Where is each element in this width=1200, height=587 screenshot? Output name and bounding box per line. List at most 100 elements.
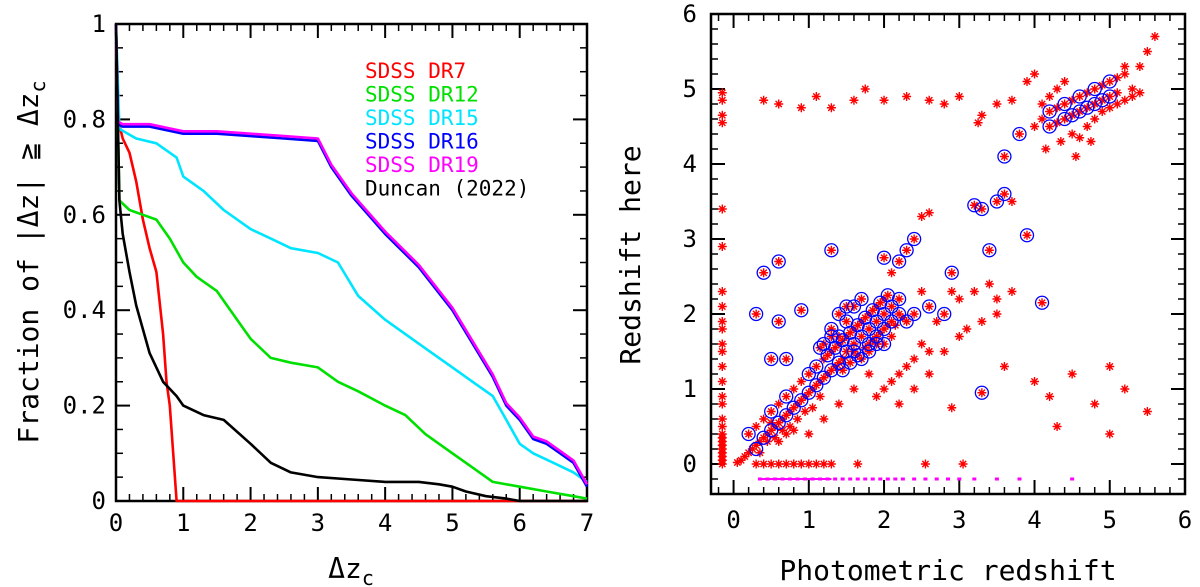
- data-point: [1105, 103, 1115, 113]
- data-point: [800, 392, 810, 401]
- data-point: [872, 332, 882, 341]
- legend-entry: SDSS DR15: [365, 106, 479, 130]
- data-point: [1060, 77, 1070, 86]
- data-point: [838, 365, 848, 375]
- y-tick-label: 0.8: [63, 105, 106, 133]
- data-point: [766, 354, 776, 364]
- data-point: [1090, 399, 1100, 409]
- data-point: [879, 324, 889, 334]
- circle-marker: [748, 306, 764, 322]
- circle-marker: [1042, 104, 1057, 119]
- circle-marker: [1102, 74, 1117, 89]
- right-y-axis-label: Redshift here: [614, 145, 647, 364]
- data-point: [1075, 107, 1085, 116]
- circle-marker: [937, 306, 952, 322]
- circle-marker: [816, 370, 832, 385]
- data-point: [736, 455, 746, 465]
- data-point: [962, 324, 972, 334]
- data-point: [1105, 362, 1115, 371]
- data-point: [808, 403, 818, 413]
- circle-marker: [786, 400, 801, 415]
- circle-marker: [771, 314, 786, 329]
- data-point: [717, 242, 727, 251]
- data-point: [717, 95, 727, 105]
- data-point: [958, 459, 968, 469]
- x-tick-label: 3: [311, 509, 325, 537]
- data-point: [751, 309, 761, 319]
- data-point: [777, 425, 787, 435]
- data-point: [740, 452, 750, 461]
- data-point: [826, 459, 836, 469]
- data-point: [1097, 107, 1107, 116]
- data-point: [1075, 133, 1085, 143]
- data-point: [924, 302, 934, 311]
- data-point: [793, 414, 803, 424]
- data-point: [1030, 69, 1040, 79]
- data-point: [894, 257, 904, 266]
- data-point: [834, 309, 844, 319]
- circle-marker: [839, 299, 854, 314]
- circle-marker: [1102, 89, 1117, 104]
- data-point: [811, 380, 821, 390]
- data-point: [717, 422, 727, 431]
- y-tick-label: 6: [683, 0, 697, 28]
- circle-marker: [1042, 119, 1057, 134]
- data-point: [717, 399, 727, 409]
- data-point: [909, 309, 919, 319]
- data-point: [717, 287, 727, 296]
- data-point: [796, 377, 806, 386]
- data-point: [977, 110, 987, 120]
- data-point: [887, 317, 897, 326]
- data-point: [864, 347, 874, 356]
- circle-marker: [756, 430, 771, 445]
- circle-marker: [843, 325, 858, 340]
- data-point: [759, 433, 769, 443]
- data-point: [774, 399, 784, 409]
- magenta-point: [946, 477, 950, 481]
- data-point: [796, 103, 806, 113]
- circle-marker: [869, 336, 884, 352]
- data-point: [849, 302, 859, 311]
- magenta-point: [994, 477, 999, 481]
- data-point: [811, 362, 821, 371]
- circle-marker: [824, 243, 839, 258]
- data-point: [917, 339, 927, 349]
- magenta-point: [870, 477, 875, 481]
- data-point: [1045, 107, 1055, 116]
- data-point: [1082, 88, 1092, 98]
- circle-marker: [906, 306, 922, 322]
- magenta-point: [934, 477, 939, 481]
- data-point: [879, 253, 889, 263]
- data-point: [1067, 129, 1077, 139]
- data-point: [898, 313, 908, 323]
- data-point: [1105, 429, 1115, 439]
- data-point: [717, 118, 727, 128]
- data-point: [902, 317, 912, 326]
- y-tick-label: 0: [683, 450, 697, 478]
- data-point: [849, 339, 859, 349]
- x-tick-label: 1: [802, 506, 816, 534]
- data-point: [924, 369, 934, 379]
- circle-marker: [771, 254, 786, 269]
- circle-marker: [779, 351, 794, 367]
- data-point: [879, 384, 889, 394]
- data-point: [774, 99, 784, 109]
- data-point: [804, 459, 814, 469]
- data-point: [887, 302, 897, 311]
- data-point: [860, 343, 870, 353]
- data-point: [766, 459, 776, 469]
- data-point: [909, 354, 919, 364]
- circle-marker: [884, 314, 899, 329]
- circle-marker: [869, 329, 884, 344]
- circle-marker: [891, 306, 907, 322]
- data-point: [819, 373, 829, 383]
- data-point: [845, 328, 855, 338]
- data-point: [890, 320, 900, 330]
- data-point: [766, 418, 776, 428]
- series-line-5: [114, 23, 587, 503]
- circle-marker: [1095, 93, 1110, 108]
- data-point: [856, 354, 866, 364]
- circle-marker: [906, 231, 922, 247]
- data-point: [992, 309, 1002, 319]
- data-point: [834, 358, 844, 368]
